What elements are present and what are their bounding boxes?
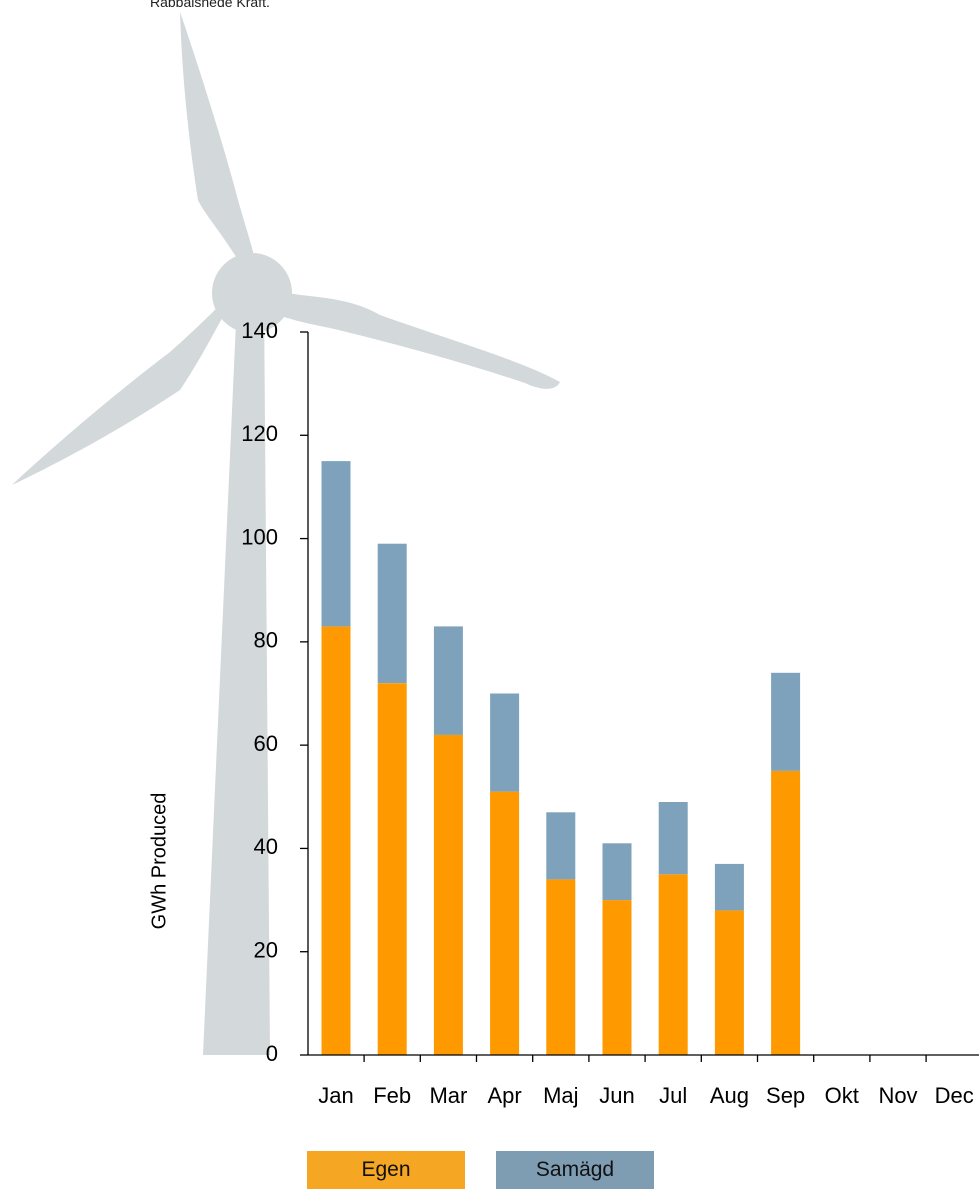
y-tick-label: 20 — [254, 938, 278, 963]
legend-item-egen: Egen — [307, 1151, 465, 1189]
x-tick-label-apr: Apr — [487, 1083, 521, 1108]
bar-egen-apr — [490, 791, 520, 1055]
y-tick-label: 0 — [266, 1041, 278, 1066]
bar-samagd-feb — [377, 543, 407, 684]
bar-samagd-maj — [546, 812, 576, 880]
y-tick-label: 100 — [241, 524, 278, 549]
bar-samagd-jun — [602, 843, 632, 901]
bar-egen-feb — [377, 683, 407, 1055]
bar-samagd-aug — [714, 863, 744, 911]
x-tick-label-sep: Sep — [766, 1083, 805, 1108]
bar-samagd-jul — [658, 802, 688, 875]
bar-samagd-jan — [321, 461, 351, 627]
labels-layer: 0 20 40 60 80 100 120 140 Jan Feb Mar Apr Maj Jun Jul A… — [241, 318, 973, 1108]
x-tick-label-dec: Dec — [935, 1083, 974, 1108]
turbine-hub — [212, 253, 292, 333]
x-tick-label-nov: Nov — [878, 1083, 917, 1108]
x-tick-label-jul: Jul — [659, 1083, 687, 1108]
bar-samagd-apr — [490, 693, 520, 792]
bar-egen-sep — [771, 771, 801, 1055]
bar-egen-jun — [602, 900, 632, 1055]
x-tick-label-mar: Mar — [429, 1083, 467, 1108]
y-tick-label: 120 — [241, 421, 278, 446]
bar-egen-mar — [433, 734, 463, 1055]
y-tick-label: 140 — [241, 318, 278, 343]
x-tick-label-feb: Feb — [373, 1083, 411, 1108]
bar-egen-maj — [546, 879, 576, 1055]
x-tick-label-jun: Jun — [599, 1083, 634, 1108]
top-note: Rabbalshede Kraft. — [150, 0, 270, 10]
bar-egen-aug — [714, 910, 744, 1055]
x-tick-label-maj: Maj — [543, 1083, 578, 1108]
y-tick-label: 60 — [254, 731, 278, 756]
y-tick-label: 40 — [254, 834, 278, 859]
x-tick-label-jan: Jan — [318, 1083, 353, 1108]
legend-label-egen: Egen — [361, 1158, 411, 1181]
turbine-tower — [203, 300, 270, 1055]
turbine-blade-left — [12, 295, 232, 485]
x-tick-label-okt: Okt — [825, 1083, 859, 1108]
y-axis-title: GWh Produced — [148, 793, 170, 930]
bar-samagd-sep — [771, 672, 801, 771]
bar-egen-jul — [658, 874, 688, 1056]
legend-label-samagd: Samägd — [535, 1158, 615, 1181]
legend-item-samagd: Samägd — [496, 1151, 654, 1189]
bars-layer — [321, 461, 801, 1056]
turbine-blade-right — [270, 288, 560, 389]
bar-egen-jan — [321, 626, 351, 1055]
bar-samagd-mar — [433, 626, 463, 735]
x-tick-label-aug: Aug — [710, 1083, 749, 1108]
y-tick-label: 80 — [254, 628, 278, 653]
turbine-blade-up — [180, 12, 257, 270]
axes-layer — [300, 331, 979, 1062]
